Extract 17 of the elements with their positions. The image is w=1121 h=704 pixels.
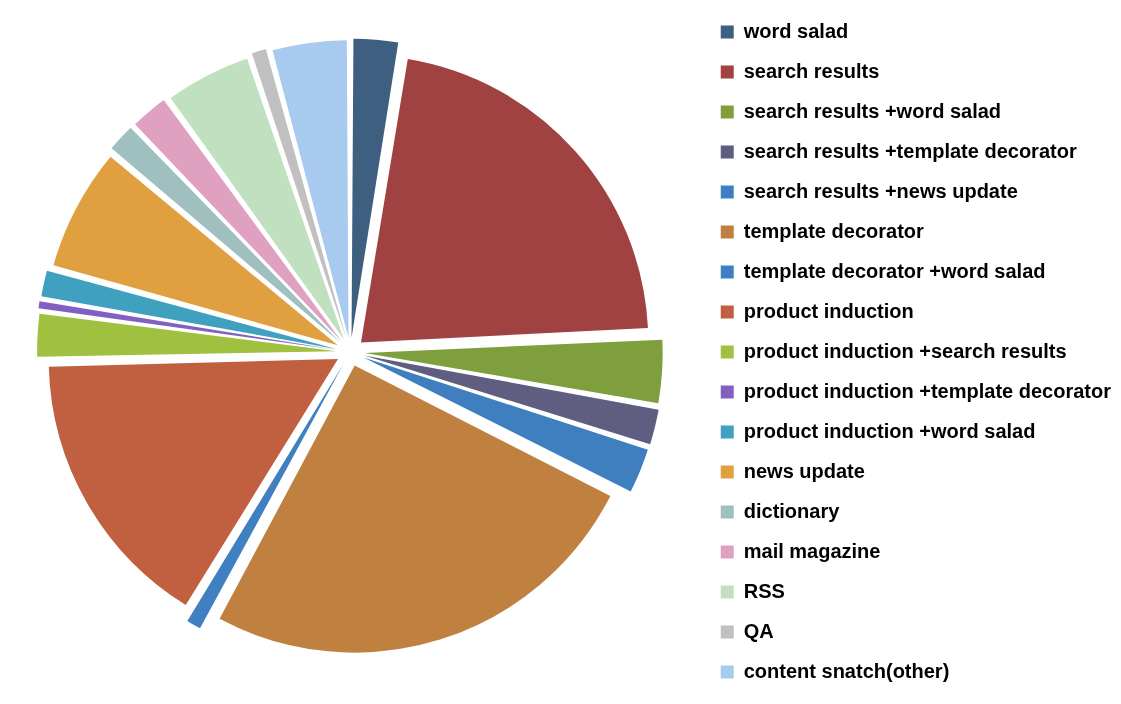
legend-label: product induction +search results [743,339,1067,362]
legend-label: product induction +template decorator [743,379,1112,402]
legend-label: product induction [743,299,914,322]
legend-label: template decorator [743,219,925,242]
legend-label: word salad [742,19,849,42]
legend-label: news update [743,459,865,482]
legend-label: search results [743,59,880,82]
legend-label: search results +template decorator [743,139,1077,162]
legend-label: QA [743,619,774,642]
legend-label: search results +word salad [743,99,1002,122]
legend-label: mail magazine [743,539,881,562]
legend-label: product induction +word salad [743,419,1036,442]
legend-label: content snatch(other) [743,659,950,682]
legend-label: template decorator +word salad [743,259,1046,282]
legend-label: RSS [743,579,785,602]
legend-label: search results +news update [743,179,1018,202]
legend-label: dictionary [743,499,841,522]
